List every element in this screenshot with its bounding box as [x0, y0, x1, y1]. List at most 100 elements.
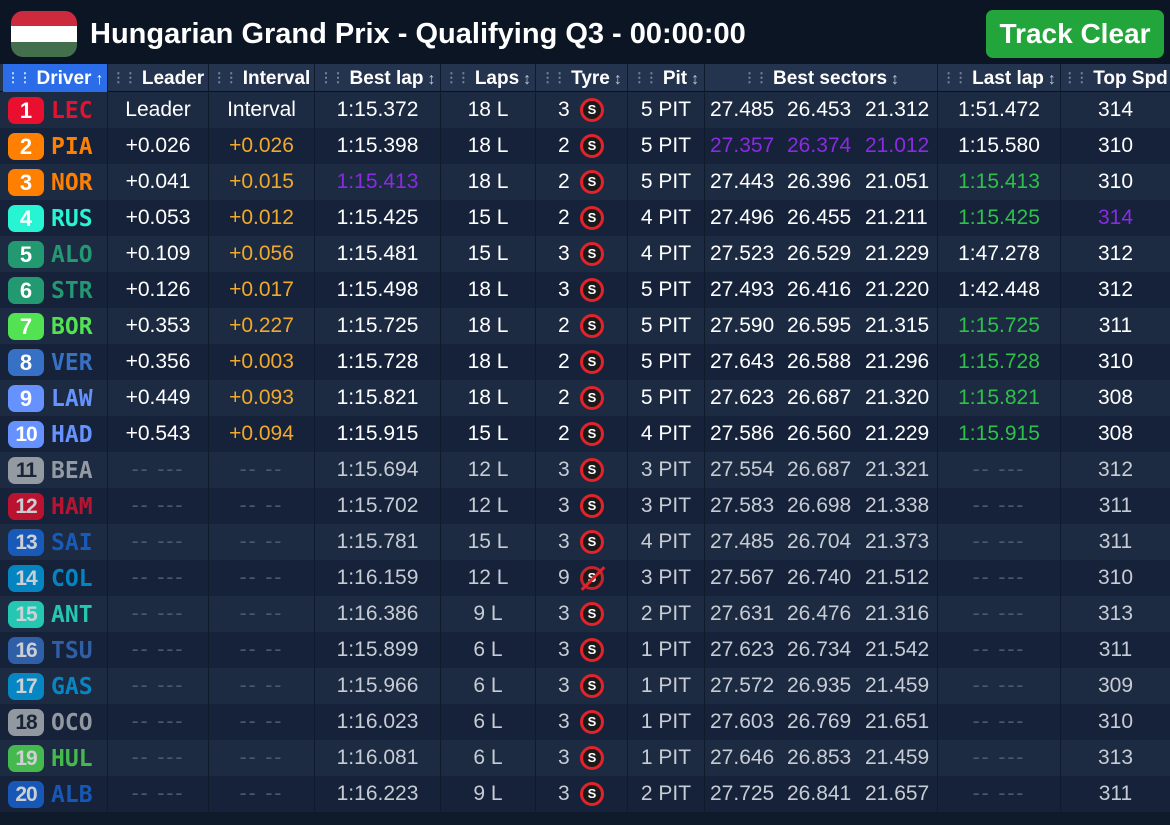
- position-badge: 12: [8, 493, 44, 520]
- top-speed: 314: [1097, 206, 1134, 229]
- driver-cell[interactable]: 19 HUL: [0, 740, 108, 776]
- column-header-pit[interactable]: ⋮⋮ Pit ↕: [628, 64, 705, 92]
- driver-cell[interactable]: 16 TSU: [0, 632, 108, 668]
- drag-handle-icon[interactable]: ⋮⋮: [632, 70, 658, 85]
- driver-cell[interactable]: 12 HAM: [0, 488, 108, 524]
- drag-handle-icon[interactable]: ⋮⋮: [111, 70, 137, 85]
- lap-count: 18 L: [441, 380, 536, 416]
- lap-count: 18 L: [441, 92, 536, 128]
- leader-gap: +0.356: [108, 344, 209, 380]
- driver-cell[interactable]: 15 ANT: [0, 596, 108, 632]
- column-header-top-speed[interactable]: ⋮⋮ Top Spd: [1061, 64, 1170, 92]
- column-header-leader[interactable]: ⋮⋮ Leader: [108, 64, 209, 92]
- sector-1-time: 27.603: [710, 710, 775, 733]
- drag-handle-icon[interactable]: ⋮⋮: [1063, 70, 1088, 85]
- top-speed: 308: [1097, 386, 1134, 409]
- sector-1-time: 27.554: [710, 458, 775, 481]
- driver-cell[interactable]: 9 LAW: [0, 380, 108, 416]
- tyre-compound: S: [587, 678, 597, 693]
- drag-handle-icon[interactable]: ⋮⋮: [742, 70, 768, 85]
- driver-cell[interactable]: 5 ALO: [0, 236, 108, 272]
- tyre-compound: S: [587, 354, 597, 369]
- flag-stripe-green: [11, 41, 77, 57]
- drag-handle-icon[interactable]: ⋮⋮: [212, 70, 238, 85]
- driver-code: VER: [51, 350, 93, 376]
- position-badge: 9: [8, 385, 44, 412]
- tyre-age: 9: [558, 566, 570, 589]
- driver-cell[interactable]: 20 ALB: [0, 776, 108, 812]
- drag-handle-icon[interactable]: ⋮⋮: [319, 70, 345, 85]
- column-header-laps[interactable]: ⋮⋮ Laps ↕: [441, 64, 536, 92]
- driver-cell[interactable]: 4 RUS: [0, 200, 108, 236]
- position-badge: 16: [8, 637, 44, 664]
- drag-handle-icon[interactable]: ⋮⋮: [942, 70, 967, 85]
- sector-1-time: 27.586: [710, 422, 775, 445]
- driver-cell[interactable]: 18 OCO: [0, 704, 108, 740]
- best-sectors-cell: 27.643 26.588 21.296: [705, 344, 938, 380]
- leader-gap: -- ---: [108, 668, 209, 704]
- column-header-last-lap[interactable]: ⋮⋮ Last lap ↕: [938, 64, 1061, 92]
- driver-cell[interactable]: 6 STR: [0, 272, 108, 308]
- leader-gap: +0.543: [108, 416, 209, 452]
- driver-cell[interactable]: 17 GAS: [0, 668, 108, 704]
- tyre-age: 3: [558, 98, 570, 121]
- driver-cell[interactable]: 7 BOR: [0, 308, 108, 344]
- top-speed: 310: [1097, 710, 1134, 733]
- column-header-best-sectors[interactable]: ⋮⋮ Best sectors ↕: [705, 64, 938, 92]
- driver-cell[interactable]: 10 HAD: [0, 416, 108, 452]
- column-header-driver[interactable]: ⋮⋮ Driver ↑: [3, 64, 108, 92]
- top-speed: 314: [1097, 98, 1134, 121]
- driver-cell[interactable]: 14 COL: [0, 560, 108, 596]
- drag-handle-icon[interactable]: ⋮⋮: [444, 70, 470, 85]
- driver-cell[interactable]: 11 BEA: [0, 452, 108, 488]
- driver-code: BEA: [51, 458, 93, 484]
- tyre-age: 3: [558, 530, 570, 553]
- drag-handle-icon[interactable]: ⋮⋮: [6, 70, 32, 85]
- last-lap-time: 1:15.425: [938, 200, 1061, 236]
- column-header-tyre[interactable]: ⋮⋮ Tyre ↕: [536, 64, 628, 92]
- leader-gap: +0.353: [108, 308, 209, 344]
- pit-count: 1 PIT: [628, 704, 705, 740]
- pit-count: 3 PIT: [628, 560, 705, 596]
- best-sectors-cell: 27.572 26.935 21.459: [705, 668, 938, 704]
- column-header-best-lap[interactable]: ⋮⋮ Best lap ↕: [315, 64, 441, 92]
- driver-cell[interactable]: 8 VER: [0, 344, 108, 380]
- driver-cell[interactable]: 2 PIA: [0, 128, 108, 164]
- interval-gap: -- --: [209, 704, 315, 740]
- drag-handle-icon[interactable]: ⋮⋮: [541, 70, 566, 85]
- leader-gap: -- ---: [108, 452, 209, 488]
- driver-cell[interactable]: 3 NOR: [0, 164, 108, 200]
- sector-2-time: 26.595: [787, 314, 852, 337]
- track-status-button[interactable]: Track Clear: [986, 10, 1164, 58]
- column-header-interval[interactable]: ⋮⋮ Interval: [209, 64, 315, 92]
- pit-count: 4 PIT: [628, 236, 705, 272]
- column-label: Best sectors: [772, 68, 888, 89]
- sector-2-time: 26.841: [787, 782, 852, 805]
- driver-cell[interactable]: 1 LEC: [0, 92, 108, 128]
- driver-cell[interactable]: 13 SAI: [0, 524, 108, 560]
- last-lap-time: 1:15.821: [938, 380, 1061, 416]
- lap-count: 12 L: [441, 488, 536, 524]
